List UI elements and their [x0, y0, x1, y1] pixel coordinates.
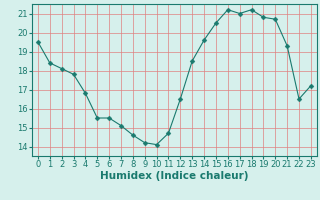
X-axis label: Humidex (Indice chaleur): Humidex (Indice chaleur)	[100, 171, 249, 181]
